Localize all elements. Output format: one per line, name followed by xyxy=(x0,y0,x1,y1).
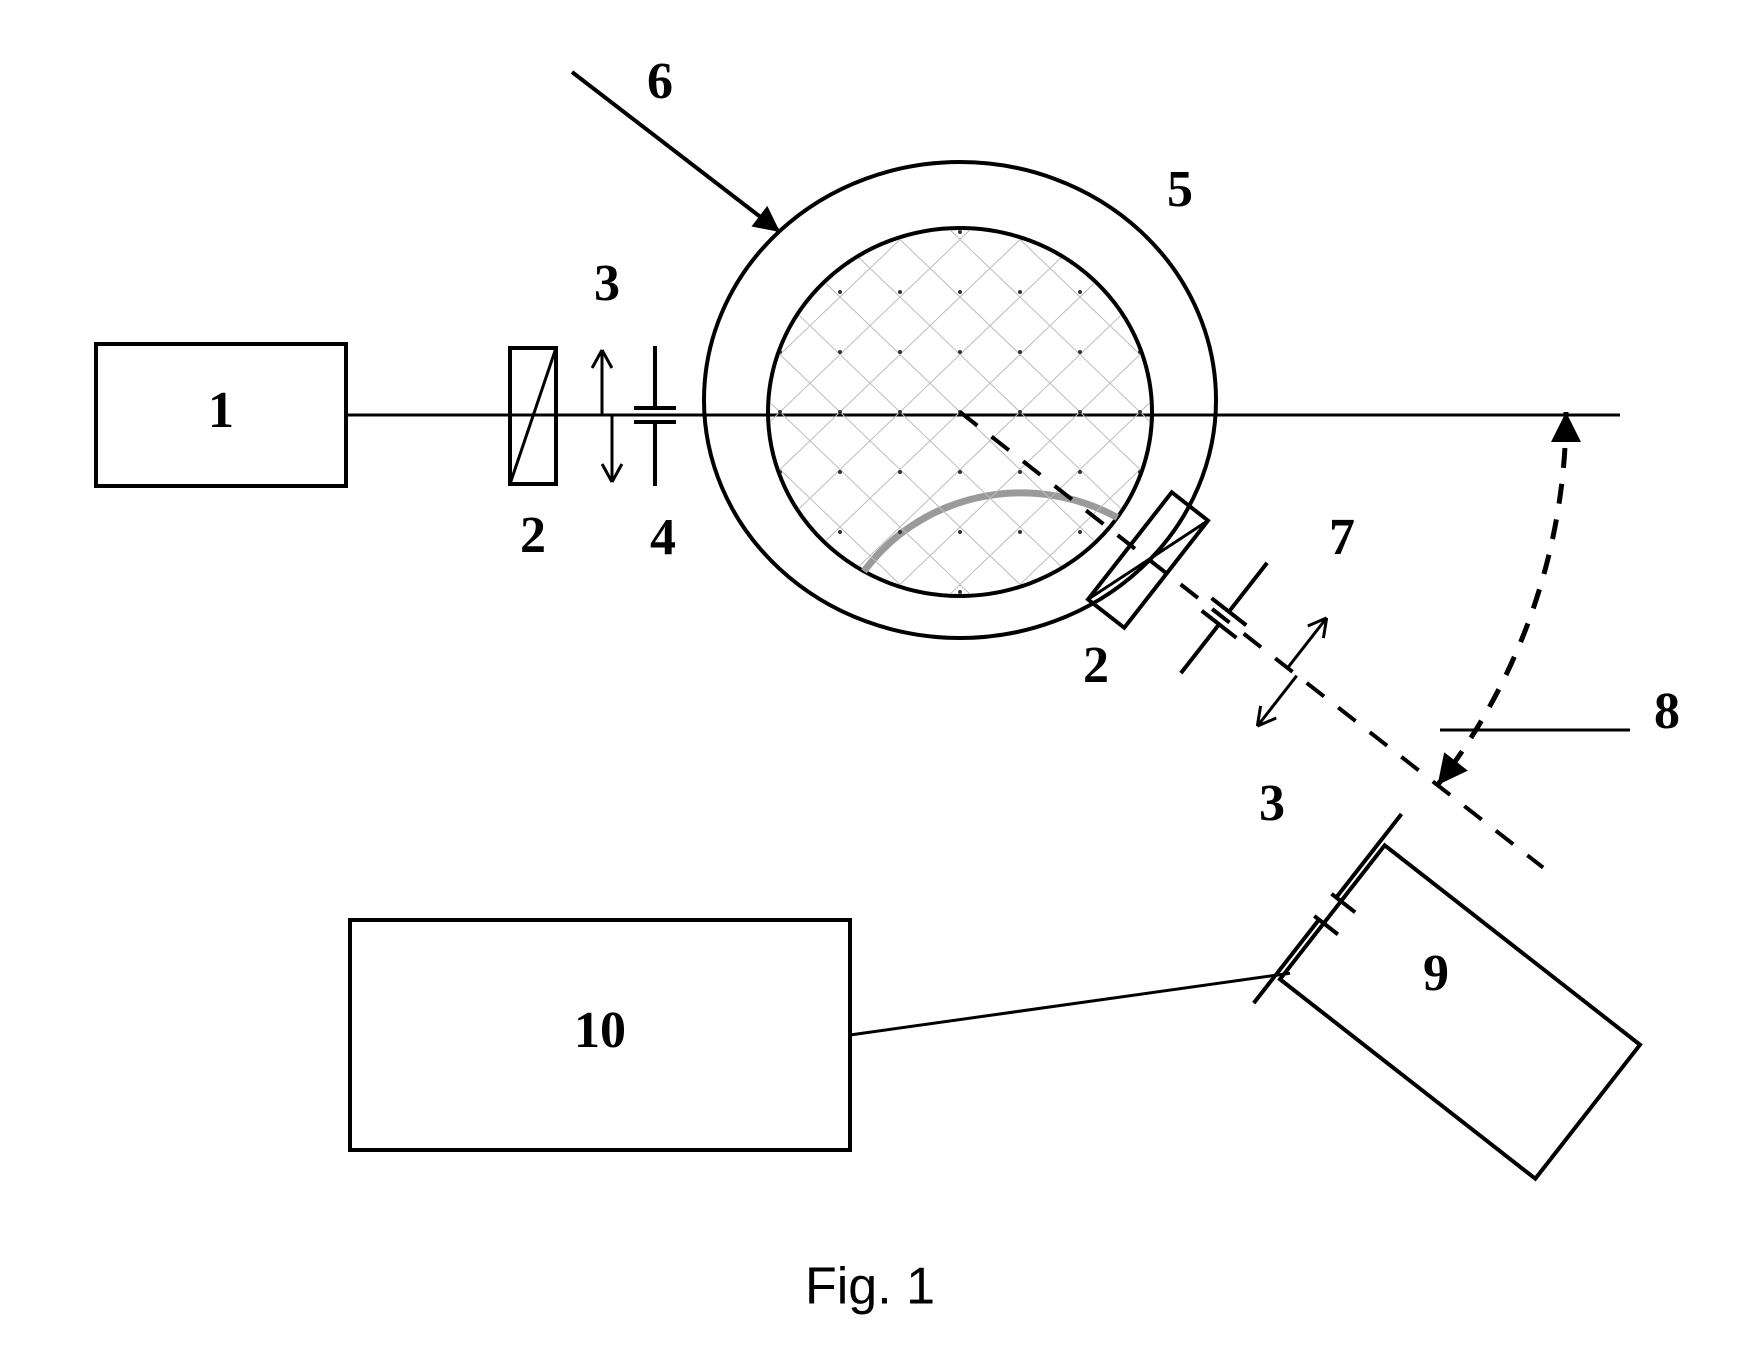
label-3a: 3 xyxy=(594,255,620,312)
label-7: 7 xyxy=(1329,509,1355,566)
label-2b: 2 xyxy=(1083,637,1109,694)
label-3b: 3 xyxy=(1259,775,1285,832)
label-5: 5 xyxy=(1167,161,1193,218)
cable-10-9 xyxy=(850,973,1290,1035)
label-8: 8 xyxy=(1654,683,1680,740)
figure-canvas: 1 2 3 4 5 6 2 7 3 9 8 10 Fig. 1 xyxy=(0,0,1739,1354)
label-10: 10 xyxy=(574,1002,626,1059)
scattered-beam xyxy=(960,412,1543,868)
detector-aperture xyxy=(1249,810,1420,1018)
pointer-6 xyxy=(572,72,780,232)
label-1: 1 xyxy=(208,382,234,439)
label-2a: 2 xyxy=(520,507,546,564)
label-4: 4 xyxy=(650,509,676,566)
label-6: 6 xyxy=(647,53,673,110)
label-9: 9 xyxy=(1423,945,1449,1002)
figure-caption: Fig. 1 xyxy=(805,1258,935,1316)
